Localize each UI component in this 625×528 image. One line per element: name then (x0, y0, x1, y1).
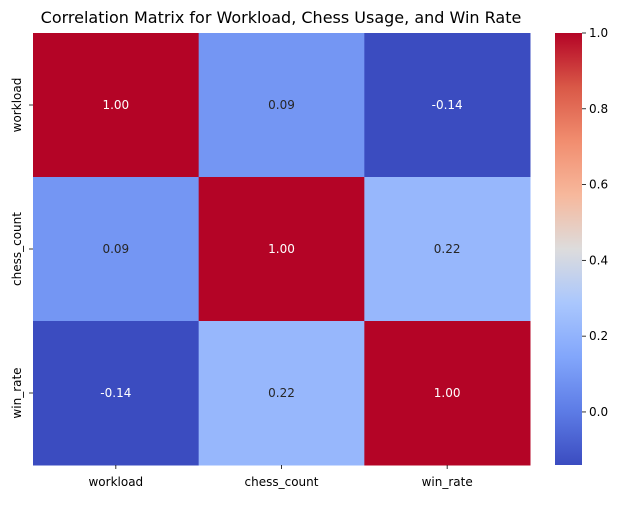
colorbar-tick-label: 0.0 (589, 405, 608, 419)
cell-value-label: -0.14 (432, 98, 463, 112)
x-axis: workload chess_count win_rate (88, 465, 473, 489)
colorbar-tick-label: 0.2 (589, 329, 608, 343)
y-tick-label: chess_count (10, 212, 24, 286)
x-tick-label: workload (88, 475, 143, 489)
colorbar-tick-label: 0.6 (589, 178, 608, 192)
heatmap-cell (364, 321, 531, 466)
heatmap-cell (198, 321, 365, 466)
colorbar: 0.0 0.2 0.4 0.6 0.8 1.0 (555, 26, 608, 465)
colorbar-ticks: 0.0 0.2 0.4 0.6 0.8 1.0 (582, 26, 608, 419)
x-tick-label: chess_count (245, 475, 319, 489)
colorbar-gradient (555, 33, 582, 465)
cell-value-label: 1.00 (268, 242, 295, 256)
heatmap-cell-labels: 1.00 0.09 -0.14 0.09 1.00 0.22 -0.14 0.22 1.00 (100, 98, 462, 400)
colorbar-tick-label: 0.4 (589, 253, 608, 267)
heatmap-cell (198, 33, 365, 178)
cell-value-label: 1.00 (434, 386, 461, 400)
y-axis: workload chess_count win_rate (10, 78, 33, 419)
heatmap-cell (364, 33, 531, 178)
cell-value-label: -0.14 (100, 386, 131, 400)
x-tick-label: win_rate (422, 475, 473, 489)
heatmap-cells (33, 33, 531, 466)
cell-value-label: 0.22 (434, 242, 461, 256)
cell-value-label: 0.22 (268, 386, 295, 400)
y-tick-label: workload (10, 78, 24, 133)
heatmap-cell (33, 177, 200, 322)
colorbar-tick-label: 1.0 (589, 26, 608, 40)
heatmap-cell (33, 321, 200, 466)
cell-value-label: 0.09 (268, 98, 295, 112)
chart-title: Correlation Matrix for Workload, Chess U… (41, 8, 522, 27)
y-tick-label: win_rate (10, 367, 24, 418)
cell-value-label: 0.09 (102, 242, 129, 256)
heatmap-cell (198, 177, 365, 322)
heatmap-cell (364, 177, 531, 322)
colorbar-tick-label: 0.8 (589, 102, 608, 116)
heatmap-cell (33, 33, 200, 178)
cell-value-label: 1.00 (102, 98, 129, 112)
